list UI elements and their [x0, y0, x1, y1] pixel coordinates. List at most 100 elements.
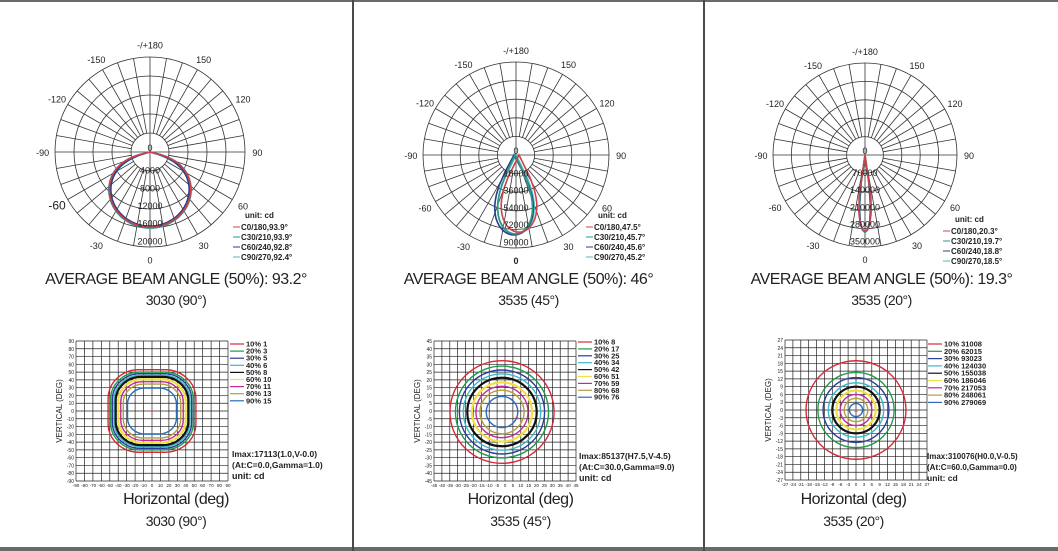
x-axis-label: Horizontal (deg) [467, 491, 574, 508]
iso-contour [479, 389, 525, 435]
angle-label: -/+180 [503, 46, 529, 56]
x-tick: 40 [566, 483, 572, 488]
x-tick: 70 [209, 483, 215, 488]
contour-legend-entry: 70% 217053 [944, 383, 986, 392]
angle-label: -120 [48, 94, 66, 104]
contour-legend-entry: 80% 13 [246, 389, 271, 398]
iso-contour [835, 389, 877, 431]
radial-label: 36000 [503, 186, 528, 196]
iso-contour [470, 381, 534, 443]
iso-contour [126, 387, 178, 435]
x-tick: 80 [217, 483, 223, 488]
y-tick: 27 [777, 338, 783, 344]
x-tick: -25 [462, 483, 469, 488]
x-tick: 0 [151, 483, 154, 488]
x-tick: -40 [115, 483, 122, 488]
x-tick: 15 [526, 483, 532, 488]
y-tick: -5 [428, 417, 433, 423]
iso-contour [475, 385, 529, 439]
contour-legend-entry: 70% 11 [246, 382, 271, 391]
intensity-curve [858, 154, 872, 233]
y-tick: -60 [67, 456, 74, 462]
gamma-label: (At:C=0.0,Gamma=1.0) [232, 460, 323, 470]
panel-3535-20: -/+180 150 120 90 60 30 0 -30 -60 -90 -120 -150 0 700… [705, 0, 1058, 545]
x-tick: -27 [782, 482, 789, 487]
y-tick: 21 [777, 354, 783, 360]
y-tick: 0 [780, 408, 783, 414]
x-tick: 60 [200, 483, 206, 488]
contour-legend-entry: 40% 34 [594, 358, 620, 367]
angle-label: -/+180 [852, 47, 878, 57]
angle-label: -30 [457, 242, 470, 252]
x-tick: -35 [446, 483, 453, 488]
x-tick: -12 [821, 482, 828, 487]
x-axis-label: Horizontal (deg) [123, 491, 229, 508]
polar-grid [422, 61, 610, 249]
radial-label: 16000 [137, 219, 162, 229]
contour-legend-entry: 90% 15 [246, 396, 271, 405]
polar-chart: -/+180 150 120 90 60 30 0 -30 -60 -90 -120 -150 0 180… [404, 46, 645, 266]
angle-label: 60 [950, 203, 960, 213]
iso-model-label: 3535 (45°) [490, 513, 551, 529]
angle-label: -30 [807, 241, 820, 251]
angle-label: 30 [564, 242, 574, 252]
y-tick: 40 [68, 378, 74, 384]
y-tick: -21 [776, 462, 783, 468]
iso-contour [848, 402, 864, 418]
radial-label: 72000 [503, 220, 528, 230]
unit-label: unit: cd [245, 211, 274, 220]
angle-label: 150 [909, 61, 924, 71]
radial-label: 140000 [850, 185, 880, 195]
y-tick: -30 [425, 456, 432, 462]
y-tick: -40 [425, 471, 432, 477]
x-tick: 20 [166, 483, 172, 488]
radial-label: 54000 [503, 203, 528, 213]
y-tick: -25 [425, 448, 432, 454]
y-tick: 30 [426, 362, 432, 368]
model-label: 3535 (45°) [498, 292, 559, 308]
x-tick: 40 [183, 483, 189, 488]
radial-label: 350000 [850, 237, 880, 247]
contour-legend-entry: 20% 62015 [944, 347, 982, 356]
iso-contour [462, 373, 542, 451]
y-axis-label: VERTICAL (DEG) [413, 379, 422, 443]
y-axis-label: VERTICAL (DEG) [764, 378, 773, 442]
x-tick: 12 [885, 482, 891, 487]
y-tick: -20 [425, 440, 432, 446]
intensity-curve [496, 153, 534, 235]
polar-chart: -/+180 150 120 90 60 30 0 -30 -60 -90 -120 -150 0 400… [36, 41, 292, 266]
x-tick: -15 [478, 483, 485, 488]
x-tick: -6 [838, 482, 843, 487]
x-tick: -50 [106, 483, 113, 488]
x-tick: 9 [878, 482, 881, 487]
panel-divider [703, 0, 705, 551]
iso-contour [827, 382, 885, 438]
contour-legend-entry: 10% 1 [246, 340, 267, 349]
polar-grid [772, 62, 958, 248]
y-tick: 20 [426, 378, 432, 384]
radial-label: 4000 [140, 166, 160, 176]
polar-grid [54, 56, 246, 248]
legend-entry: C60/240,45.6° [594, 243, 645, 252]
angle-label: 60 [238, 202, 248, 212]
contour-legend-entry: 90% 76 [594, 393, 619, 402]
angle-label: -120 [766, 99, 784, 109]
angle-label: -60 [418, 204, 431, 214]
x-tick: -40 [439, 483, 446, 488]
radial-label: 12000 [137, 201, 162, 211]
angle-label: 120 [948, 99, 963, 109]
y-tick: 9 [780, 385, 783, 391]
legend-entry: C30/210,45.7° [594, 233, 645, 242]
iso-model-label: 3535 (20°) [823, 513, 884, 529]
radial-label: 210000 [850, 202, 880, 212]
y-tick: 80 [68, 347, 74, 353]
x-tick: -70 [90, 483, 97, 488]
angle-label: -60 [48, 199, 66, 213]
x-tick: -5 [495, 483, 500, 488]
x-tick: -18 [805, 482, 812, 487]
x-tick: -15 [813, 482, 820, 487]
legend-entry: C60/240,18.8° [951, 247, 1002, 256]
contour-legend-entry: 70% 59 [594, 379, 619, 388]
intensity-curve [108, 151, 192, 228]
x-tick: -80 [81, 483, 88, 488]
